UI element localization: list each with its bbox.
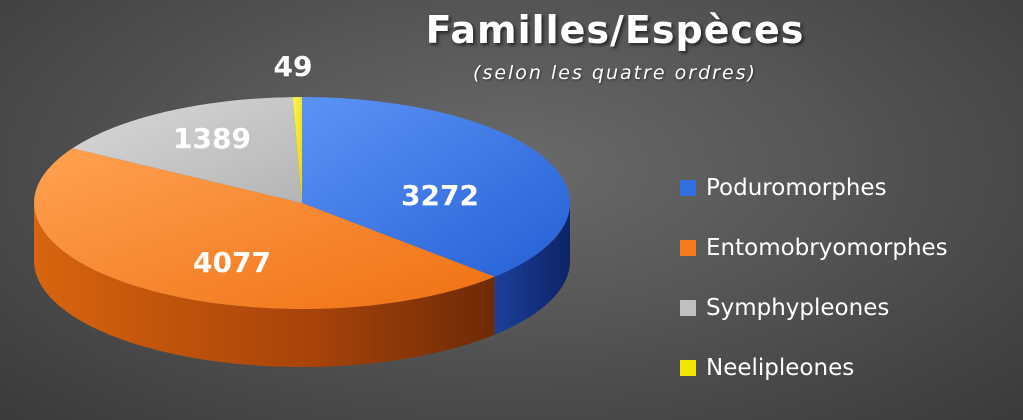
pie-slice-symphypleones xyxy=(72,97,302,203)
pie-slice-poduromorphes xyxy=(302,97,570,277)
data-label-neelipleones: 49 xyxy=(274,50,313,83)
legend-item-symphypleones: Symphypleones xyxy=(680,278,948,338)
legend-swatch xyxy=(680,360,696,376)
data-label-symphypleones: 1389 xyxy=(173,122,251,155)
legend-swatch xyxy=(680,240,696,256)
legend-label: Symphypleones xyxy=(706,295,890,321)
data-label-entomobryomorphes: 4077 xyxy=(193,246,271,279)
legend-item-neelipleones: Neelipleones xyxy=(680,338,948,398)
pie-side-entomobryomorphes xyxy=(34,203,495,367)
legend-item-entomobryomorphes: Entomobryomorphes xyxy=(680,218,948,278)
legend-label: Poduromorphes xyxy=(706,175,887,201)
pie-side-poduromorphes xyxy=(494,203,570,335)
legend-label: Entomobryomorphes xyxy=(706,235,948,261)
pie-slice-neelipleones xyxy=(292,97,302,203)
chart-title: Familles/Espèces xyxy=(425,8,805,52)
legend: Poduromorphes Entomobryomorphes Symphypleo… xyxy=(680,158,948,398)
pie-slice-entomobryomorphes xyxy=(33,148,495,310)
legend-swatch xyxy=(680,180,696,196)
data-label-poduromorphes: 3272 xyxy=(401,179,479,212)
legend-label: Neelipleones xyxy=(706,355,855,381)
legend-item-poduromorphes: Poduromorphes xyxy=(680,158,948,218)
legend-swatch xyxy=(680,300,696,316)
chart-subtitle: (selon les quatre ordres) xyxy=(473,62,757,84)
